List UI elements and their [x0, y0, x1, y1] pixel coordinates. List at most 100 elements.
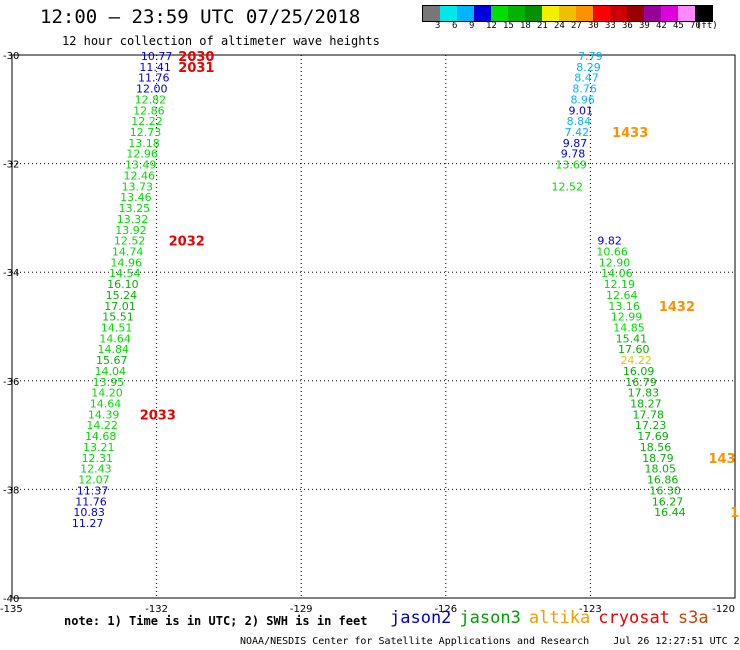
- wave-height-label: 12.07: [78, 474, 110, 487]
- color-swatch-8: [559, 6, 576, 21]
- wave-height-label: 7.42: [565, 126, 590, 139]
- wave-height-label: 10.83: [73, 506, 105, 519]
- wave-height-label: 12.19: [604, 278, 636, 291]
- wave-height-label: 14.51: [101, 322, 133, 335]
- wave-height-label: 16.10: [107, 278, 139, 291]
- color-scale-tick-label: 30: [588, 21, 599, 31]
- pass-time-label: 2032: [169, 235, 205, 250]
- wave-height-label: 14.85: [613, 322, 645, 335]
- wave-height-label: 8.84: [567, 115, 592, 128]
- wave-height-label: 12.52: [114, 235, 146, 248]
- color-swatch-1: [440, 6, 457, 21]
- wave-height-label: 17.60: [618, 343, 650, 356]
- y-tick-label: -36: [3, 377, 19, 388]
- color-scale-tick-label: 15: [503, 21, 514, 31]
- color-swatch-6: [525, 6, 542, 21]
- satellite-legend-jason3: jason3: [459, 608, 521, 628]
- color-swatch-3: [474, 6, 491, 21]
- color-swatch-15: [678, 6, 695, 21]
- y-tick-label: -32: [3, 160, 19, 171]
- wave-height-label: 14.84: [97, 343, 129, 356]
- color-swatch-10: [593, 6, 610, 21]
- wave-height-label: 14.96: [110, 256, 142, 269]
- wave-height-label: 17.01: [104, 300, 136, 313]
- note-text: note: 1) Time is in UTC; 2) SWH is in fe…: [64, 614, 368, 628]
- wave-height-label: 16.30: [649, 484, 681, 497]
- color-swatch-2: [457, 6, 474, 21]
- wave-height-label: 12.52: [552, 180, 584, 193]
- wave-height-label: 14.68: [85, 430, 117, 443]
- wave-height-label: 13.16: [608, 300, 640, 313]
- wave-height-label: 11.76: [138, 72, 170, 85]
- wave-height-label: 18.05: [645, 463, 677, 476]
- wave-height-label: 12.00: [136, 83, 168, 96]
- wave-height-label: 12.46: [123, 169, 155, 182]
- wave-height-label: 14.06: [601, 267, 633, 280]
- wave-height-label: 14.54: [109, 267, 141, 280]
- wave-height-label: 10.66: [596, 245, 628, 258]
- wave-height-label: 16.09: [623, 365, 655, 378]
- wave-height-label: 18.79: [642, 452, 674, 465]
- wave-height-label: 8.47: [574, 72, 599, 85]
- wave-height-label: 15.51: [102, 311, 134, 324]
- pass-time-label: 1433: [612, 126, 648, 141]
- wave-height-label: 13.25: [119, 202, 151, 215]
- wave-height-label: 12.22: [131, 115, 163, 128]
- wave-height-label: 12.86: [133, 104, 165, 117]
- color-swatch-7: [542, 6, 559, 21]
- color-scale-tick-label: 33: [605, 21, 616, 31]
- x-tick-label: -132: [145, 604, 168, 615]
- wave-height-label: 17.69: [637, 430, 669, 443]
- wave-height-label: 17.23: [635, 419, 667, 432]
- wave-height-label: 9.82: [597, 235, 622, 248]
- pass-time-label: 1432: [659, 300, 695, 315]
- wave-height-label: 17.83: [628, 387, 660, 400]
- color-scale-tick-label: (ft): [696, 21, 718, 31]
- color-swatch-13: [644, 6, 661, 21]
- wave-height-label: 12.90: [599, 256, 631, 269]
- footer-agency: NOAA/NESDIS Center for Satellite Applica…: [240, 636, 590, 647]
- wave-height-label: 12.96: [126, 148, 158, 161]
- x-tick-label: -123: [579, 604, 602, 615]
- wave-height-label: 14.22: [86, 419, 118, 432]
- color-swatch-5: [508, 6, 525, 21]
- satellite-legend-cryosat: cryosat: [598, 608, 670, 628]
- color-swatch-11: [610, 6, 627, 21]
- wave-height-label: 13.32: [117, 213, 149, 226]
- wave-height-label: 8.29: [576, 61, 601, 74]
- wave-height-label: 8.96: [570, 93, 595, 106]
- wave-height-label: 12.43: [80, 463, 112, 476]
- plot-frame: [11, 54, 736, 599]
- x-tick-label: -126: [434, 604, 457, 615]
- wave-height-label: 13.49: [125, 159, 157, 172]
- color-swatch-0: [423, 6, 440, 21]
- wave-height-label: 12.73: [130, 126, 162, 139]
- wave-height-label: 14.74: [112, 245, 144, 258]
- wave-height-label: 13.69: [555, 159, 587, 172]
- wave-height-label: 14.64: [90, 398, 122, 411]
- color-scale-tick-label: 70: [690, 21, 701, 31]
- wave-height-label: 13.18: [128, 137, 160, 150]
- wave-height-label: 14.20: [91, 387, 123, 400]
- y-tick-label: -30: [3, 51, 19, 62]
- page-title: 12:00 – 23:59 UTC 07/25/2018: [40, 6, 361, 28]
- color-swatch-4: [491, 6, 508, 21]
- wave-height-label: 18.56: [640, 441, 672, 454]
- wave-height-label: 16.79: [625, 376, 657, 389]
- wave-height-label: 8.76: [572, 83, 597, 96]
- wave-height-label: 14.39: [88, 408, 120, 421]
- wave-height-label: 10.77: [141, 50, 173, 63]
- wave-height-label: 13.21: [83, 441, 115, 454]
- color-scale-tick-label: 39: [639, 21, 650, 31]
- x-tick-label: -120: [712, 604, 735, 615]
- color-scale-tick-label: 27: [571, 21, 582, 31]
- wave-height-label: 14.64: [99, 332, 131, 345]
- color-scale-tick-label: 36: [622, 21, 633, 31]
- color-swatch-12: [627, 6, 644, 21]
- color-swatch-16: [695, 6, 712, 21]
- wave-height-label: 16.86: [647, 474, 679, 487]
- color-scale-tick-label: 45: [673, 21, 684, 31]
- satellite-legend-jason2: jason2: [390, 608, 452, 628]
- color-scale-tick-label: 24: [554, 21, 565, 31]
- footer: NOAA/NESDIS Center for Satellite Applica…: [240, 636, 740, 647]
